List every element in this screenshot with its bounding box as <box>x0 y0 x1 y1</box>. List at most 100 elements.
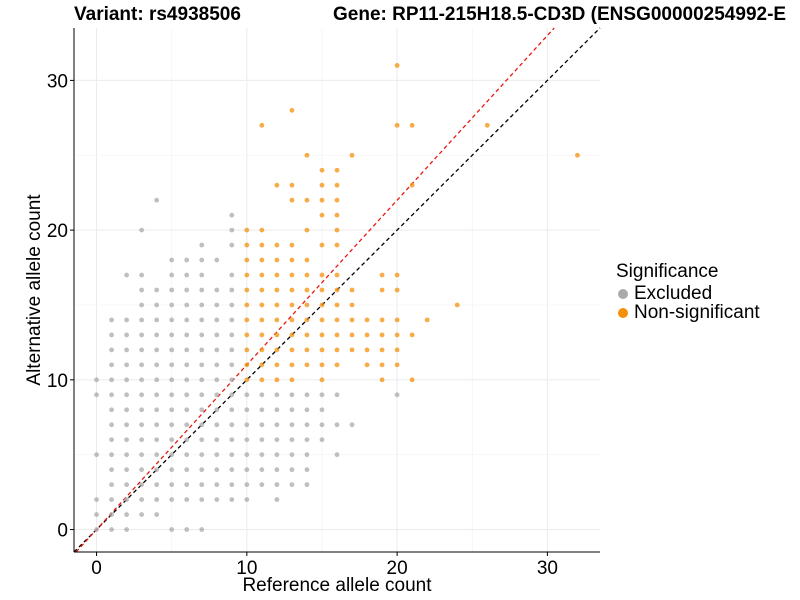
data-point-excluded <box>184 317 190 323</box>
data-point-excluded <box>184 497 190 502</box>
data-point-excluded <box>109 317 114 323</box>
data-point-excluded <box>169 317 175 323</box>
data-point-excluded <box>304 407 310 413</box>
data-point-excluded <box>124 497 129 502</box>
data-point-excluded <box>289 437 295 443</box>
data-point-non-significant <box>319 212 325 218</box>
data-point-non-significant <box>274 302 280 308</box>
data-point-excluded <box>169 377 175 383</box>
data-point-non-significant <box>304 332 310 338</box>
data-point-non-significant <box>289 332 295 338</box>
data-point-excluded <box>319 407 325 413</box>
data-point-non-significant <box>259 362 265 368</box>
data-point-excluded <box>184 482 190 488</box>
data-point-excluded <box>154 302 160 308</box>
data-point-excluded <box>139 467 145 473</box>
data-point-excluded <box>214 347 220 353</box>
data-point-non-significant <box>259 122 265 128</box>
data-point-non-significant <box>334 227 340 233</box>
y-axis-label: Alternative allele count <box>24 194 45 386</box>
data-point-excluded <box>184 302 190 308</box>
data-point-non-significant <box>334 302 340 308</box>
data-point-excluded <box>154 452 160 458</box>
data-point-non-significant <box>244 227 250 233</box>
data-point-excluded <box>304 482 310 488</box>
x-tick-label: 0 <box>91 558 102 579</box>
data-point-excluded <box>274 407 280 413</box>
data-point-excluded <box>169 332 175 338</box>
data-point-non-significant <box>304 287 310 293</box>
data-point-excluded <box>229 467 235 473</box>
data-point-excluded <box>169 452 175 458</box>
data-point-excluded <box>274 467 280 473</box>
data-point-non-significant <box>259 302 265 308</box>
data-point-excluded <box>289 407 295 413</box>
data-point-excluded <box>124 317 129 323</box>
data-point-excluded <box>229 302 235 308</box>
data-point-excluded <box>169 422 175 428</box>
data-point-excluded <box>169 467 175 473</box>
data-points <box>94 63 580 532</box>
data-point-excluded <box>124 377 129 383</box>
data-point-excluded <box>319 422 325 428</box>
data-point-non-significant <box>274 242 280 248</box>
data-point-excluded <box>214 377 220 383</box>
data-point-non-significant <box>274 347 280 353</box>
y-tick-label: 10 <box>47 371 68 392</box>
data-point-excluded <box>124 332 129 338</box>
x-axis-label: Reference allele count <box>242 575 432 596</box>
data-point-excluded <box>199 452 205 458</box>
data-point-non-significant <box>319 287 325 293</box>
data-point-non-significant <box>304 302 310 308</box>
data-point-non-significant <box>304 362 310 368</box>
legend-item-non-significant: Non-significant <box>616 302 760 323</box>
data-point-excluded <box>139 482 145 488</box>
data-point-non-significant <box>349 347 355 353</box>
data-point-excluded <box>124 527 129 532</box>
data-point-excluded <box>229 437 235 443</box>
data-point-excluded <box>289 452 295 458</box>
data-point-excluded <box>304 452 310 458</box>
data-point-excluded <box>214 362 220 368</box>
data-point-excluded <box>184 257 190 263</box>
data-point-non-significant <box>244 257 250 263</box>
data-point-excluded <box>184 272 190 278</box>
data-point-non-significant <box>364 347 370 353</box>
data-point-non-significant <box>289 347 295 353</box>
data-point-excluded <box>109 422 114 428</box>
data-point-excluded <box>109 347 114 353</box>
data-point-excluded <box>199 272 205 278</box>
data-point-excluded <box>154 287 160 293</box>
data-point-excluded <box>169 272 175 278</box>
data-point-excluded <box>94 497 99 502</box>
data-point-excluded <box>169 362 175 368</box>
data-point-non-significant <box>334 347 340 353</box>
data-point-non-significant <box>319 317 325 323</box>
data-point-non-significant <box>289 242 295 248</box>
data-point-non-significant <box>319 182 325 188</box>
data-point-excluded <box>109 497 114 502</box>
data-point-excluded <box>124 482 129 488</box>
data-point-excluded <box>109 362 114 368</box>
data-point-excluded <box>154 197 160 203</box>
data-point-non-significant <box>304 347 310 353</box>
data-point-excluded <box>229 212 235 218</box>
data-point-non-significant <box>274 377 280 383</box>
data-point-non-significant <box>379 332 385 338</box>
data-point-non-significant <box>394 362 400 368</box>
data-point-excluded <box>109 377 114 383</box>
data-point-excluded <box>124 392 129 398</box>
data-point-excluded <box>244 422 250 428</box>
data-point-non-significant <box>394 332 400 338</box>
data-point-non-significant <box>274 317 280 323</box>
data-point-excluded <box>289 482 295 488</box>
data-point-non-significant <box>349 302 355 308</box>
data-point-non-significant <box>259 347 265 353</box>
data-point-excluded <box>94 392 99 398</box>
data-point-excluded <box>124 272 129 278</box>
data-point-non-significant <box>289 197 295 203</box>
data-point-non-significant <box>364 317 370 323</box>
data-point-excluded <box>244 482 250 488</box>
data-point-non-significant <box>379 317 385 323</box>
